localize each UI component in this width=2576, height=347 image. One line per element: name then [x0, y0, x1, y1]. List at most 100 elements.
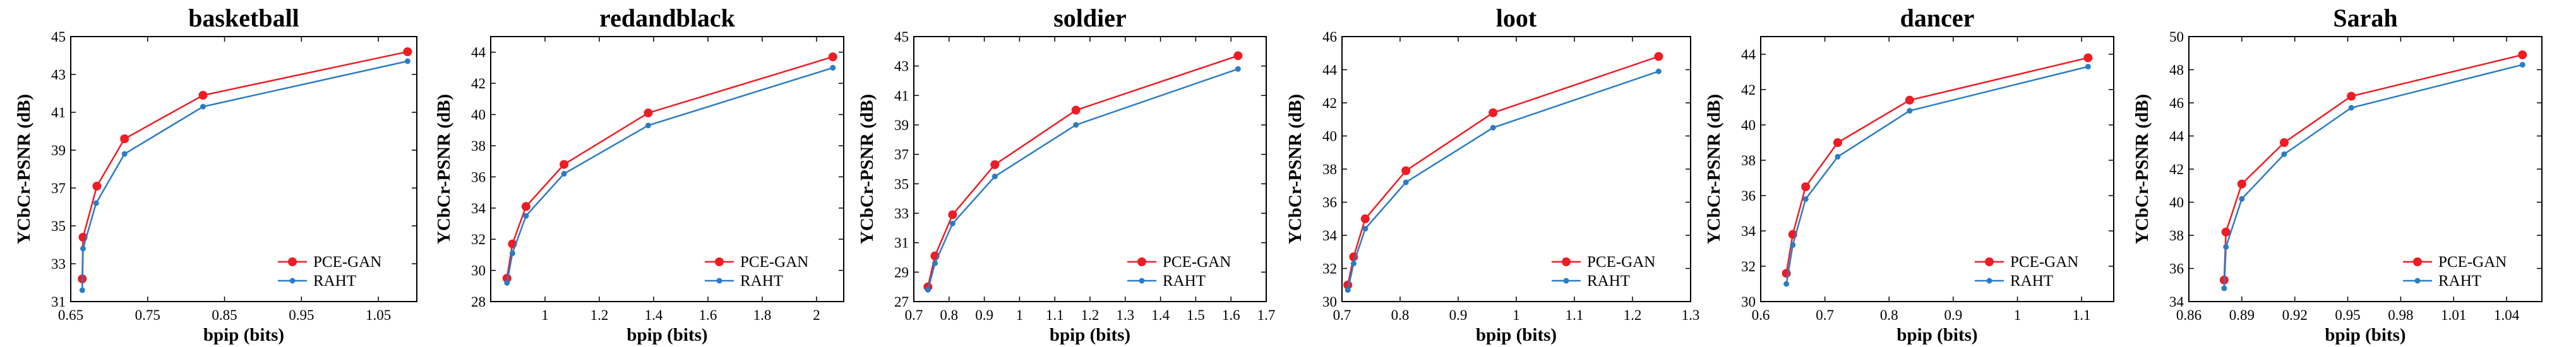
x-tick-label: 1.2 [590, 307, 609, 323]
y-tick-label: 34 [2169, 294, 2184, 310]
legend-label: PCE-GAN [2438, 254, 2507, 271]
x-tick-label: 1.2 [1624, 307, 1642, 323]
y-tick-label: 38 [1322, 162, 1337, 177]
y-tick-label: 32 [1741, 259, 1756, 274]
y-tick-label: 36 [2169, 261, 2184, 277]
x-tick-label: 0.65 [58, 307, 83, 323]
y-tick-label: 39 [894, 117, 909, 133]
y-tick-label: 45 [894, 29, 909, 45]
legend-label: RAHT [740, 273, 783, 290]
y-tick-label: 42 [471, 76, 486, 91]
legend-marker-pce-gan [1985, 257, 1994, 266]
chart-title: redandblack [599, 4, 736, 32]
x-tick-label: 0.86 [2176, 307, 2202, 323]
y-tick-label: 31 [894, 235, 909, 251]
y-tick-label: 34 [471, 201, 486, 216]
data-point-pce-gan [1401, 166, 1411, 175]
series-line-raht [1346, 70, 1659, 290]
data-point-pce-gan [828, 52, 837, 62]
data-point-pce-gan [1233, 51, 1243, 61]
data-point-pce-gan [1905, 95, 1914, 105]
legend-label: RAHT [1587, 273, 1630, 290]
data-point-raht [2348, 105, 2354, 111]
x-tick-label: 1.3 [1682, 307, 1700, 323]
y-tick-label: 41 [894, 88, 909, 103]
y-tick-label: 44 [1322, 62, 1338, 78]
data-point-pce-gan [560, 160, 569, 169]
legend-label: PCE-GAN [313, 254, 381, 271]
series-line-raht [2223, 64, 2523, 289]
x-tick-label: 1.1 [2073, 307, 2091, 323]
legend-marker-pce-gan [288, 257, 297, 266]
data-point-raht [1802, 196, 1809, 203]
series-line-pce-gan [2223, 54, 2523, 280]
y-tick-label: 35 [894, 176, 909, 192]
x-axis-label: bpip (bits) [2325, 325, 2405, 345]
legend-marker-pce-gan [1137, 257, 1146, 266]
y-tick-label: 28 [471, 294, 486, 310]
plot-frame [1341, 36, 1691, 302]
y-tick-label: 42 [2169, 162, 2184, 177]
data-point-raht [79, 287, 85, 293]
data-point-pce-gan [644, 109, 653, 118]
legend-marker-raht [1139, 278, 1145, 284]
x-tick-label: 1.5 [1187, 307, 1205, 323]
plot-frame [70, 36, 417, 302]
y-tick-label: 36 [1322, 195, 1337, 211]
x-tick-label: 0.89 [2229, 307, 2255, 323]
y-tick-label: 43 [51, 67, 66, 83]
y-tick-label: 32 [1322, 261, 1337, 277]
y-tick-label: 40 [1322, 129, 1337, 144]
data-point-raht [80, 245, 86, 252]
y-tick-label: 27 [894, 294, 909, 310]
data-point-raht [1403, 179, 1409, 185]
y-tick-label: 42 [1741, 82, 1756, 98]
chart-panel-soldier: soldier 0.7 0.8 0.9 1 1.1 1.2 1.3 1.4 1.5 1.6 1.7 27… [857, 4, 1275, 345]
series-line-raht [81, 60, 408, 291]
x-tick-label: 0.85 [212, 307, 237, 323]
x-tick-label: 1 [541, 307, 549, 323]
data-point-raht [1835, 153, 1841, 160]
x-tick-label: 0.7 [1816, 307, 1834, 323]
x-tick-label: 1.6 [1222, 307, 1240, 323]
x-tick-label: 1.1 [1566, 307, 1584, 323]
x-axis-label: bpip (bits) [1050, 325, 1130, 345]
data-point-pce-gan [2279, 138, 2289, 147]
x-tick-label: 0.7 [905, 307, 923, 323]
y-tick-label: 50 [2169, 29, 2184, 45]
legend-label: PCE-GAN [1163, 254, 1231, 271]
x-axis-label: bpip (bits) [1896, 325, 1977, 345]
data-point-raht [1350, 261, 1357, 267]
legend-marker-pce-gan [2413, 257, 2422, 266]
chart-title: soldier [1053, 4, 1127, 32]
data-point-raht [1655, 68, 1662, 74]
data-point-raht [121, 151, 128, 157]
y-tick-label: 42 [1322, 95, 1337, 111]
chart-panel-Sarah: Sarah 0.86 0.89 0.92 0.95 0.98 1.01 1.04 34 36 38 4… [2132, 4, 2543, 345]
legend-marker-raht [289, 278, 296, 284]
y-tick-label: 45 [51, 29, 66, 45]
data-point-pce-gan [2347, 91, 2356, 101]
y-tick-label: 30 [1322, 294, 1337, 310]
x-tick-label: 1.05 [366, 307, 391, 323]
series-line-raht [1785, 66, 2088, 285]
x-tick-label: 1.2 [1081, 307, 1099, 323]
x-tick-label: 0.8 [1880, 307, 1898, 323]
x-tick-label: 0.6 [1752, 307, 1770, 323]
data-point-pce-gan [1654, 52, 1663, 61]
legend-marker-raht [1986, 278, 1992, 284]
x-tick-label: 0.95 [289, 307, 314, 323]
x-axis-label: bpip (bits) [626, 325, 707, 345]
y-tick-label: 44 [1741, 47, 1756, 62]
data-point-raht [2519, 62, 2525, 68]
x-tick-label: 1.01 [2441, 307, 2466, 323]
y-tick-label: 36 [1741, 188, 1756, 204]
legend-label: RAHT [2010, 273, 2053, 290]
x-axis-label: bpip (bits) [203, 325, 284, 345]
x-tick-label: 1.1 [1046, 307, 1064, 323]
x-tick-label: 0.8 [1391, 307, 1410, 323]
data-point-raht [2239, 196, 2245, 202]
y-tick-label: 41 [51, 105, 66, 121]
data-point-pce-gan [2518, 50, 2527, 59]
